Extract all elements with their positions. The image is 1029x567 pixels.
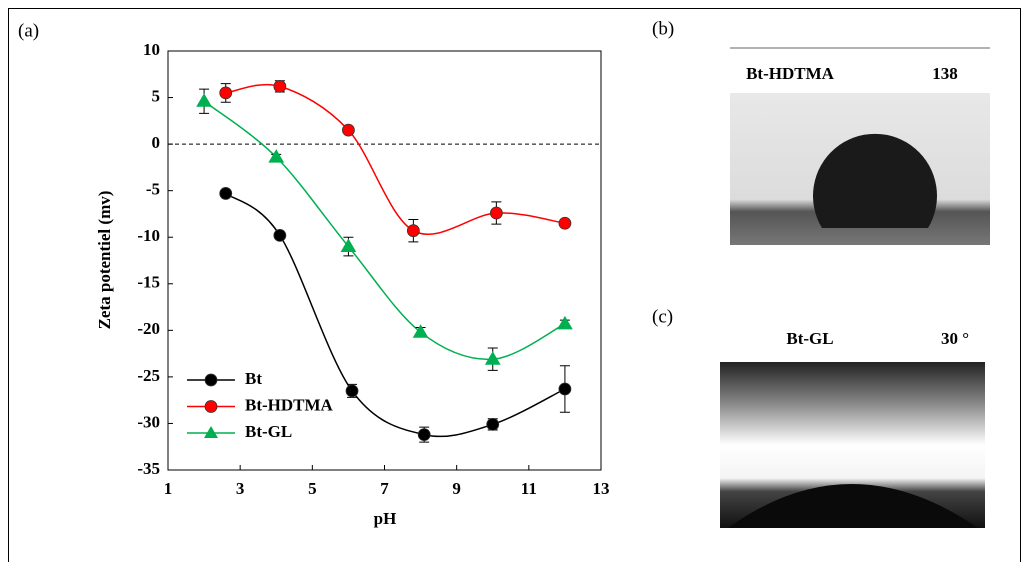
x-axis-label: pH [374, 509, 397, 528]
marker [345, 384, 359, 398]
marker [558, 216, 572, 230]
marker [219, 187, 233, 200]
marker [342, 123, 355, 137]
y-tick-label: -15 [137, 273, 160, 292]
marker [486, 417, 500, 431]
y-tick-label: -30 [137, 412, 160, 431]
panel-label: (a) [18, 20, 39, 41]
legend-label: Bt-HDTMA [245, 395, 334, 414]
panel-label: (b) [652, 18, 674, 39]
x-tick-label: 3 [236, 479, 245, 498]
image-label: Bt-HDTMA [746, 64, 835, 83]
legend-marker [204, 400, 218, 413]
marker [340, 238, 357, 253]
legend-marker [204, 426, 218, 438]
marker [558, 382, 572, 396]
series-line [203, 100, 566, 361]
y-tick-label: -5 [146, 180, 160, 199]
panel-label: (c) [652, 306, 673, 327]
y-axis-label: Zeta potentiel (mv) [95, 191, 114, 330]
x-tick-label: 5 [308, 479, 317, 498]
marker [557, 315, 573, 330]
marker [268, 149, 285, 163]
image-angle: 138 [932, 64, 958, 83]
marker [417, 428, 431, 442]
marker [489, 206, 503, 220]
y-tick-label: 0 [152, 133, 161, 152]
legend-label: Bt [245, 369, 262, 388]
y-tick-label: -10 [137, 226, 160, 245]
y-tick-label: 10 [143, 40, 160, 59]
image-label: Bt-GL [786, 329, 833, 348]
marker [273, 228, 287, 242]
legend-marker [204, 373, 218, 387]
marker [484, 351, 501, 365]
marker [412, 324, 429, 338]
y-tick-label: -25 [137, 366, 160, 385]
x-tick-label: 7 [380, 479, 389, 498]
droplet [812, 133, 937, 228]
y-tick-label: -35 [137, 459, 160, 478]
legend-label: Bt-GL [245, 422, 292, 441]
marker [273, 79, 287, 93]
marker [196, 93, 212, 107]
x-tick-label: 11 [521, 479, 537, 498]
marker [406, 224, 420, 238]
droplet [728, 484, 978, 528]
image-angle: 30 ° [941, 329, 969, 348]
x-tick-label: 9 [452, 479, 461, 498]
y-tick-label: 5 [152, 86, 161, 105]
marker [219, 86, 233, 100]
y-tick-label: -20 [137, 319, 160, 338]
frame [8, 8, 1021, 567]
x-tick-label: 1 [164, 479, 173, 498]
x-tick-label: 13 [593, 479, 610, 498]
